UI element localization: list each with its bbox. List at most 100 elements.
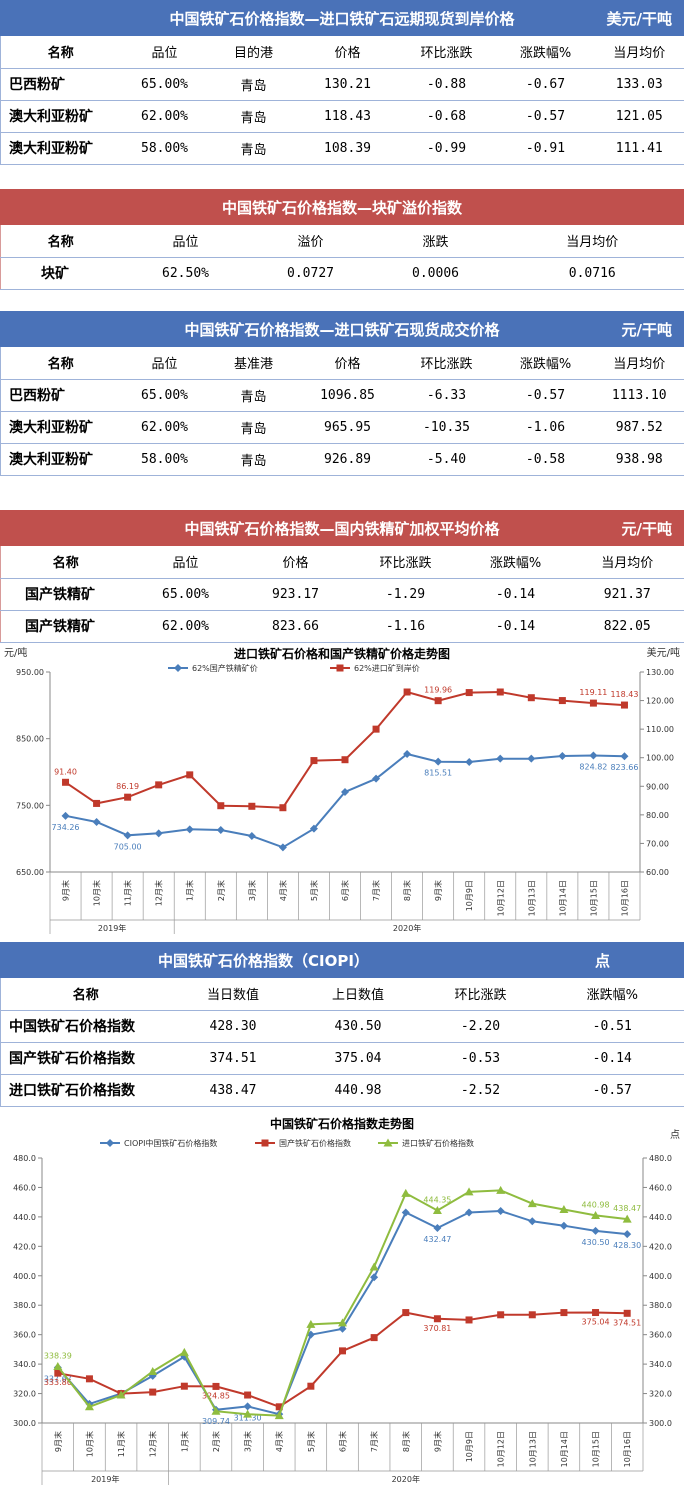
data-label: 118.43 bbox=[610, 690, 638, 699]
table-cell: 1096.85 bbox=[298, 379, 397, 412]
header-cell: 涨跌 bbox=[370, 225, 501, 258]
data-point bbox=[401, 1188, 411, 1197]
section-spot-price: 中国铁矿石价格指数—进口铁矿石现货成交价格 元/干吨 名称 品位 基准港 价格 … bbox=[0, 311, 684, 476]
x-tick-label: 2月末 bbox=[211, 1431, 221, 1452]
y-tick-label: 380.0 bbox=[13, 1301, 36, 1310]
forward-cif-title: 中国铁矿石价格指数—进口铁矿石远期现货到岸价格 bbox=[169, 9, 515, 28]
data-point bbox=[465, 1316, 473, 1324]
x-tick-label: 10月12日 bbox=[496, 880, 505, 916]
data-point bbox=[54, 1369, 62, 1377]
data-point bbox=[559, 1221, 568, 1230]
y2-tick-label: 320.0 bbox=[649, 1390, 672, 1399]
data-point bbox=[275, 1403, 283, 1411]
x-tick-label: 2月末 bbox=[216, 880, 226, 901]
y2-tick-label: 300.0 bbox=[649, 1419, 672, 1428]
table-cell: -6.33 bbox=[396, 379, 497, 412]
data-point bbox=[180, 1382, 188, 1390]
header-cell: 环比涨跌 bbox=[396, 347, 497, 380]
table-cell: -1.16 bbox=[350, 610, 461, 643]
data-point bbox=[401, 1208, 410, 1217]
table-cell: -0.14 bbox=[460, 578, 571, 611]
table-cell: -10.35 bbox=[396, 411, 497, 444]
x-tick-label: 10月14日 bbox=[558, 880, 567, 916]
table-cell: 0.0006 bbox=[370, 257, 501, 290]
y2-tick-label: 70.00 bbox=[646, 839, 669, 848]
legend-label: 62%国产铁精矿价 bbox=[192, 663, 258, 673]
y2-tick-label: 110.00 bbox=[646, 725, 674, 734]
x-tick-label: 9月末 bbox=[53, 1431, 63, 1452]
data-point bbox=[623, 1230, 632, 1239]
data-point bbox=[589, 699, 597, 707]
data-label: 370.81 bbox=[423, 1324, 451, 1333]
series-line bbox=[57, 1209, 628, 1416]
data-point bbox=[155, 781, 163, 789]
y-tick-label: 440.0 bbox=[13, 1213, 36, 1222]
y2-tick-label: 440.0 bbox=[649, 1213, 672, 1222]
table-cell: 62.00% bbox=[120, 100, 209, 133]
x-tick-label: 12月末 bbox=[148, 1431, 158, 1457]
data-point bbox=[589, 751, 598, 760]
x-tick-label: 10月末 bbox=[92, 880, 102, 906]
header-cell: 涨跌幅% bbox=[460, 546, 571, 579]
data-point bbox=[92, 818, 101, 826]
y-tick-label: 950.00 bbox=[16, 668, 44, 677]
table-cell: -0.51 bbox=[540, 1010, 684, 1043]
x-tick-label: 12月末 bbox=[154, 880, 164, 906]
table-cell: -0.14 bbox=[460, 610, 571, 643]
x-tick-label: 5月末 bbox=[309, 880, 319, 901]
year-label: 2019年 bbox=[98, 923, 126, 933]
table-row: 块矿 62.50% 0.0727 0.0006 0.0716 bbox=[0, 257, 684, 290]
data-point bbox=[309, 824, 318, 833]
lump-premium-table: 名称 品位 溢价 涨跌 当月均价 块矿 62.50% 0.0727 0.0006… bbox=[0, 225, 684, 290]
data-point bbox=[370, 1273, 379, 1282]
table-cell: 926.89 bbox=[298, 443, 397, 476]
data-point bbox=[496, 688, 504, 696]
forward-cif-header-row: 名称 品位 目的港 价格 环比涨跌 涨跌幅% 当月均价 bbox=[0, 36, 684, 69]
row-name: 巴西粉矿 bbox=[0, 379, 121, 412]
data-label: 86.19 bbox=[116, 782, 139, 791]
table-cell: -5.40 bbox=[396, 443, 497, 476]
x-tick-label: 6月末 bbox=[340, 880, 350, 901]
data-point bbox=[622, 1214, 632, 1223]
table-cell: -0.91 bbox=[496, 132, 595, 165]
header-cell: 环比涨跌 bbox=[350, 546, 461, 579]
data-label: 333.86 bbox=[44, 1378, 72, 1387]
data-point bbox=[339, 1347, 346, 1355]
legend-marker bbox=[106, 1139, 114, 1147]
header-cell: 品位 bbox=[120, 225, 251, 258]
y-axis-label: 元/吨 bbox=[4, 646, 27, 659]
data-point bbox=[560, 1309, 568, 1317]
data-point bbox=[244, 1391, 252, 1399]
x-tick-label: 8月末 bbox=[401, 1431, 411, 1452]
data-label: 824.82 bbox=[579, 762, 607, 771]
y-tick-label: 480.0 bbox=[13, 1154, 36, 1163]
x-tick-label: 10月9日 bbox=[465, 1431, 474, 1462]
y-tick-label: 400.0 bbox=[13, 1272, 36, 1281]
x-tick-label: 10月13日 bbox=[528, 1431, 537, 1467]
y2-tick-label: 60.00 bbox=[646, 868, 669, 877]
ciopi-title-bar: 中国铁矿石价格指数（CIOPI） 点 bbox=[0, 942, 684, 978]
table-cell: 118.43 bbox=[298, 100, 397, 133]
y2-tick-label: 460.0 bbox=[649, 1183, 672, 1192]
table-cell: -2.20 bbox=[420, 1010, 541, 1043]
table-row: 国产铁精矿 62.00% 823.66 -1.16 -0.14 822.05 bbox=[0, 610, 684, 643]
data-point bbox=[247, 832, 256, 840]
x-tick-label: 10月15日 bbox=[592, 1431, 601, 1467]
data-point bbox=[274, 1411, 284, 1420]
table-cell: 111.41 bbox=[594, 132, 684, 165]
data-point bbox=[372, 774, 381, 783]
data-point bbox=[279, 804, 287, 812]
table-cell: 65.00% bbox=[120, 379, 209, 412]
header-cell: 品位 bbox=[130, 546, 241, 579]
x-tick-label: 3月末 bbox=[247, 880, 257, 901]
x-tick-label: 1月末 bbox=[179, 1431, 189, 1452]
table-cell: 58.00% bbox=[120, 443, 209, 476]
table-row: 澳大利亚粉矿 58.00% 青岛 926.89 -5.40 -0.58 938.… bbox=[0, 443, 684, 476]
table-cell: 374.51 bbox=[170, 1042, 296, 1075]
table-cell: -0.57 bbox=[496, 379, 595, 412]
data-label: 337.67 bbox=[44, 1375, 72, 1384]
header-cell: 价格 bbox=[298, 347, 397, 380]
data-point bbox=[372, 725, 380, 733]
y2-tick-label: 80.00 bbox=[646, 811, 669, 820]
header-cell: 当月均价 bbox=[594, 347, 684, 380]
